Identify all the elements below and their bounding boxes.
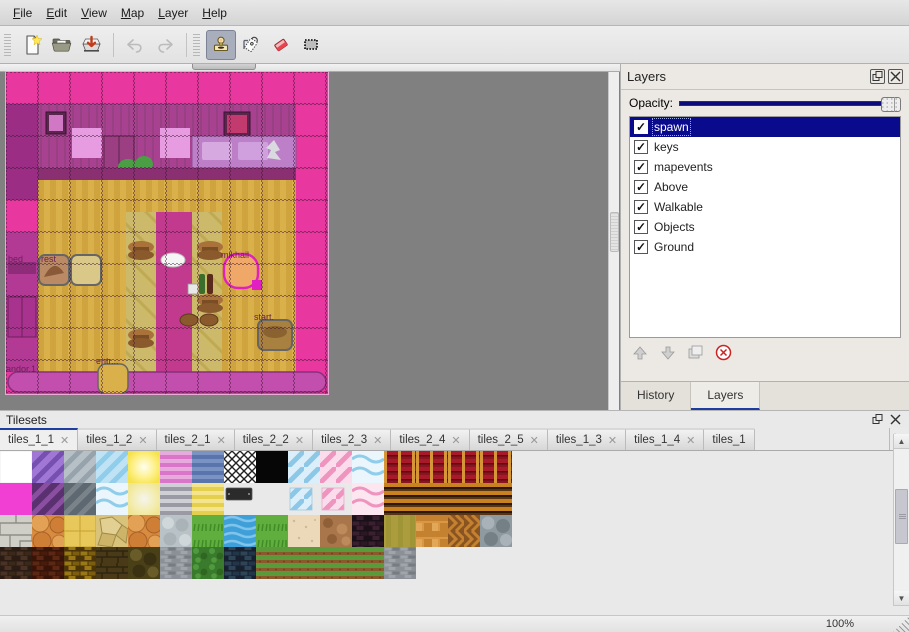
svg-text:andor.1: andor.1 — [6, 364, 36, 374]
svg-text:start.: start. — [254, 312, 274, 322]
svg-text:mikhail: mikhail — [221, 250, 249, 260]
svg-text:entr...: entr... — [96, 356, 119, 366]
svg-text:rest: rest — [41, 254, 57, 264]
svg-text:bed: bed — [8, 254, 23, 264]
